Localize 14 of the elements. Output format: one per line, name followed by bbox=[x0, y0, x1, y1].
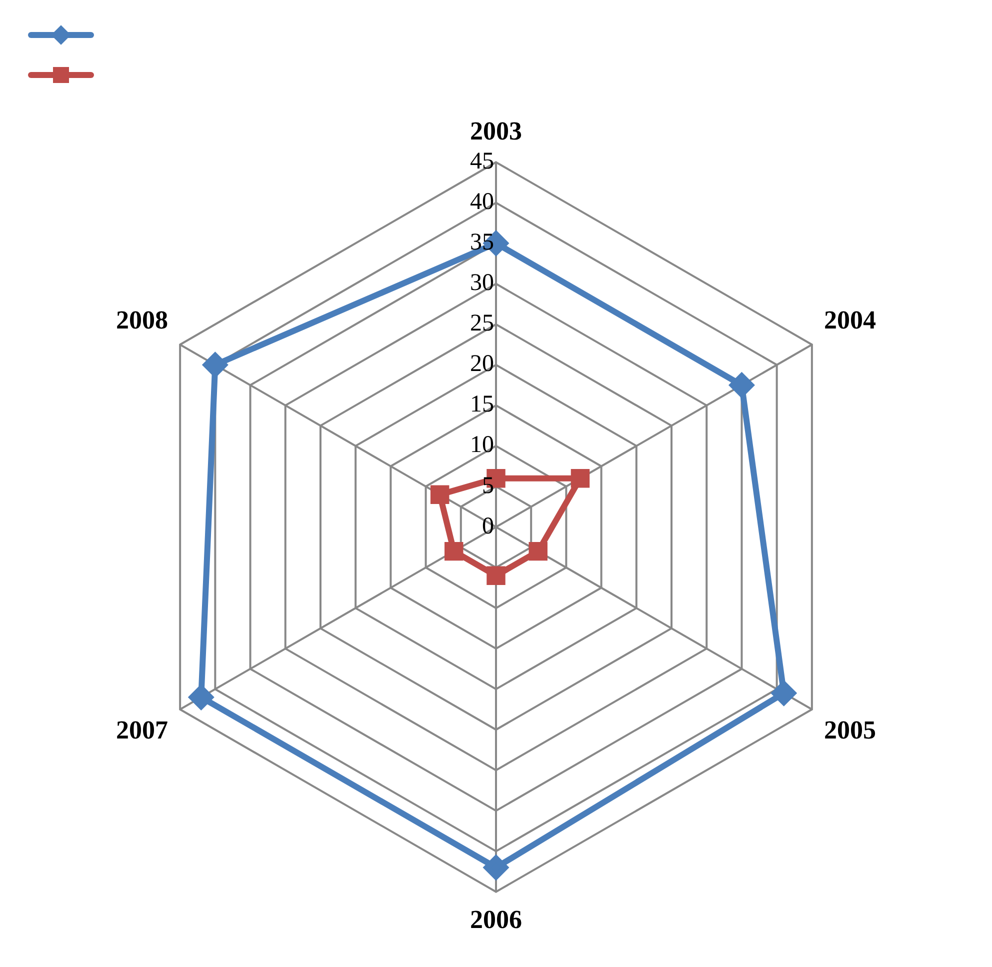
spoke-label: 2003 bbox=[470, 116, 522, 146]
spoke-label: 2006 bbox=[470, 905, 522, 934]
y-tick-label: 15 bbox=[470, 392, 494, 418]
spoke-label: 2004 bbox=[824, 306, 876, 335]
y-tick-label: 0 bbox=[482, 513, 494, 540]
y-tick-label: 40 bbox=[470, 189, 494, 216]
y-tick-label: 30 bbox=[470, 270, 494, 296]
spoke-label: 2008 bbox=[116, 306, 168, 335]
spoke-label: 2005 bbox=[824, 716, 876, 745]
y-tick-label: 45 bbox=[470, 148, 494, 174]
y-tick-label: 25 bbox=[470, 310, 494, 337]
y-tick-label: 20 bbox=[470, 351, 494, 378]
spoke-label: 2007 bbox=[116, 716, 168, 745]
y-tick-label: 10 bbox=[470, 432, 494, 458]
